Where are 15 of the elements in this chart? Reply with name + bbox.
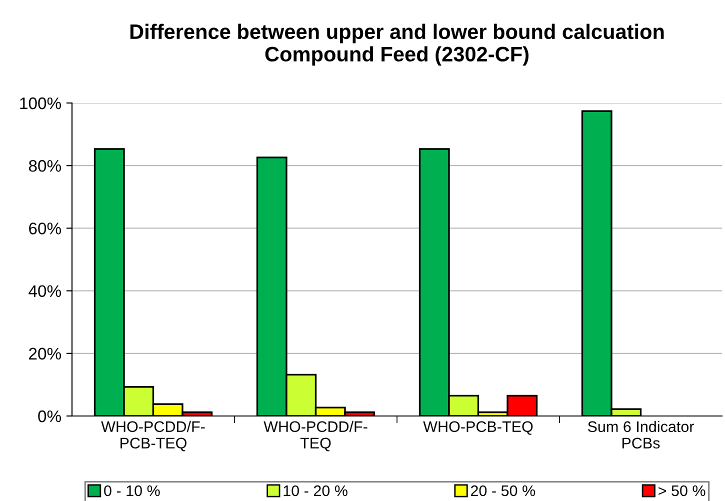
y-tick-label: 20% xyxy=(29,348,61,360)
legend-label: > 50 % xyxy=(658,485,706,496)
y-tick-label: 80% xyxy=(28,160,61,172)
y-tick-label: 60% xyxy=(29,222,61,234)
x-tick-label: WHO-PCDD/F- TEQ xyxy=(264,420,368,452)
y-tick-label: 0% xyxy=(38,410,61,422)
chart-title: Difference between upper and lower bound calcuation Compound Feed (2302-CF) xyxy=(130,24,664,66)
x-tick-label: WHO-PCB-TEQ xyxy=(423,421,533,435)
y-tick-label: 40% xyxy=(28,285,61,298)
legend-label: 20 - 50 % xyxy=(470,485,536,496)
legend-label: 10 - 20 % xyxy=(284,485,348,496)
y-tick-label: 100% xyxy=(20,97,61,110)
legend-label: 0 - 10 % xyxy=(104,485,160,496)
x-tick-label: Sum 6 Indicator PCBs xyxy=(588,420,694,449)
x-tick-label: WHO-PCDD/F- PCB-TEQ xyxy=(101,420,205,452)
